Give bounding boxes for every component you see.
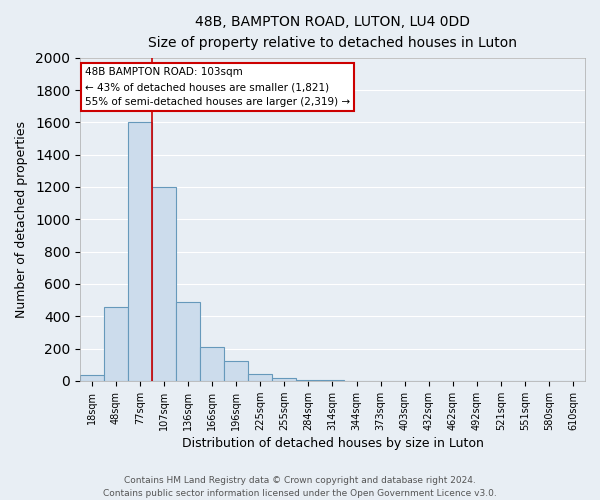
Bar xyxy=(296,380,320,381)
Title: 48B, BAMPTON ROAD, LUTON, LU4 0DD
Size of property relative to detached houses i: 48B, BAMPTON ROAD, LUTON, LU4 0DD Size o… xyxy=(148,15,517,50)
Bar xyxy=(104,306,128,381)
Y-axis label: Number of detached properties: Number of detached properties xyxy=(15,121,28,318)
Bar xyxy=(224,362,248,381)
Bar xyxy=(152,187,176,381)
Bar xyxy=(80,375,104,381)
Bar xyxy=(176,302,200,381)
Bar xyxy=(128,122,152,381)
Bar xyxy=(248,374,272,381)
X-axis label: Distribution of detached houses by size in Luton: Distribution of detached houses by size … xyxy=(182,437,484,450)
Bar xyxy=(200,347,224,381)
Bar xyxy=(272,378,296,381)
Text: Contains HM Land Registry data © Crown copyright and database right 2024.
Contai: Contains HM Land Registry data © Crown c… xyxy=(103,476,497,498)
Text: 48B BAMPTON ROAD: 103sqm
← 43% of detached houses are smaller (1,821)
55% of sem: 48B BAMPTON ROAD: 103sqm ← 43% of detach… xyxy=(85,68,350,107)
